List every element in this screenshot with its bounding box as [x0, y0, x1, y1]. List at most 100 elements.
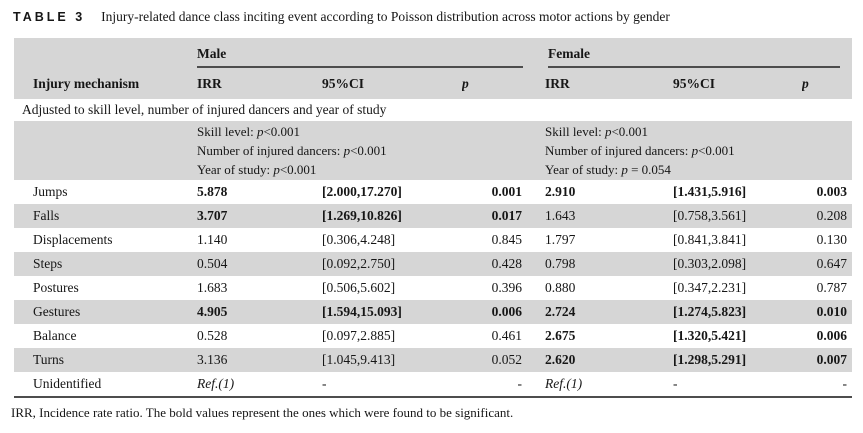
- cell-female-irr: 2.620: [538, 348, 673, 372]
- female-group-label: Female: [548, 46, 590, 61]
- cell-male-p: 0.396: [491, 280, 522, 295]
- col-header-female-ci: 95%CI: [673, 68, 802, 99]
- cell-female-ci: [0.758,3.561]: [673, 204, 802, 228]
- table-row: Balance 0.528 [0.097,2.885] 0.461 2.675 …: [14, 324, 852, 348]
- cell-female-irr: 2.675: [545, 328, 576, 343]
- cell-male-ci: [1.045,9.413]: [322, 348, 462, 372]
- cell-female-p: 0.130: [816, 232, 847, 247]
- female-group-rule: Female: [548, 46, 840, 68]
- group-header-female: Female: [538, 38, 852, 68]
- adj-text: Number of injured dancers:: [545, 143, 692, 158]
- column-header-row: Injury mechanism IRR 95%CI p IRR 95%CI p: [14, 68, 852, 99]
- cell-female-irr: 0.798: [538, 252, 673, 276]
- cell-male-p: 0.845: [491, 232, 522, 247]
- cell-male-irr: 3.136: [197, 348, 322, 372]
- cell-female-ci: [1.320,5.421]: [673, 328, 747, 343]
- cell-female-ci: -: [673, 372, 802, 398]
- adjustment-line: Skill level: p<0.001: [197, 122, 538, 141]
- cell-male-p: 0.052: [462, 348, 538, 372]
- table-row: Unidentified Ref.(1) - - Ref.(1) - -: [14, 372, 852, 398]
- cell-female-irr: 1.797: [545, 232, 576, 247]
- p-symbol: p: [604, 124, 612, 139]
- cell-mechanism: Postures: [33, 280, 79, 295]
- table-number: TABLE 3: [13, 10, 86, 24]
- cell-male-p: 0.017: [462, 204, 538, 228]
- cell-male-irr: 0.504: [197, 252, 322, 276]
- cell-female-p: 0.006: [816, 328, 847, 343]
- col-header-female-irr: IRR: [538, 68, 673, 99]
- male-group-rule: Male: [197, 46, 523, 68]
- adj-text: <0.001: [263, 124, 301, 139]
- cell-male-p: 0.006: [462, 300, 538, 324]
- table-row: Jumps 5.878 [2.000,17.270] 0.001 2.910 […: [14, 180, 852, 204]
- cell-male-irr: 1.140: [197, 232, 228, 247]
- cell-male-ci: [0.506,5.602]: [322, 280, 396, 295]
- p-symbol: p: [273, 162, 280, 177]
- cell-mechanism: Turns: [14, 348, 197, 372]
- cell-female-irr: 0.880: [545, 280, 576, 295]
- cell-mechanism: Jumps: [33, 184, 68, 199]
- cell-male-p: 0.461: [491, 328, 522, 343]
- adjusted-note-row: Adjusted to skill level, number of injur…: [14, 99, 852, 121]
- table-footnote: IRR, Incidence rate ratio. The bold valu…: [11, 405, 514, 420]
- cell-mechanism: Unidentified: [14, 372, 197, 398]
- col-header-mechanism: Injury mechanism: [14, 68, 197, 99]
- cell-female-ci: [1.298,5.291]: [673, 348, 802, 372]
- cell-male-ci: [1.594,15.093]: [322, 300, 462, 324]
- adj-text: = 0.054: [627, 162, 671, 177]
- adjustment-line: Number of injured dancers: p<0.001: [197, 141, 538, 160]
- female-adjustments: Skill level: p<0.001 Number of injured d…: [538, 121, 852, 180]
- cell-male-irr: Ref.(1): [197, 372, 322, 398]
- table-row: Falls 3.707 [1.269,10.826] 0.017 1.643 […: [14, 204, 852, 228]
- adjustment-line: Skill level: p<0.001: [545, 122, 852, 141]
- adj-text: Skill level:: [545, 124, 605, 139]
- cell-male-p: 0.001: [491, 184, 522, 199]
- p-symbol: p: [256, 124, 264, 139]
- male-group-label: Male: [197, 46, 227, 61]
- cell-male-ci: [0.097,2.885]: [322, 328, 396, 343]
- table-caption: TABLE 3 Injury-related dance class inciti…: [13, 9, 670, 25]
- cell-male-irr: 5.878: [197, 184, 228, 199]
- cell-mechanism: Gestures: [14, 300, 197, 324]
- cell-male-ci: -: [322, 372, 462, 398]
- adj-text: Skill level:: [197, 124, 257, 139]
- table-row: Postures 1.683 [0.506,5.602] 0.396 0.880…: [14, 276, 852, 300]
- cell-male-p: -: [462, 372, 538, 398]
- cell-female-p: 0.787: [816, 280, 847, 295]
- cell-male-irr: 4.905: [197, 300, 322, 324]
- cell-female-ci: [0.841,3.841]: [673, 232, 747, 247]
- cell-female-p: 0.003: [816, 184, 847, 199]
- adj-text: Year of study:: [197, 162, 274, 177]
- table-row: Steps 0.504 [0.092,2.750] 0.428 0.798 [0…: [14, 252, 852, 276]
- col-header-male-ci: 95%CI: [322, 68, 462, 99]
- cell-male-irr: 0.528: [197, 328, 228, 343]
- cell-male-irr: 1.683: [197, 280, 228, 295]
- cell-male-ci: [0.306,4.248]: [322, 232, 396, 247]
- cell-female-p: 0.208: [802, 204, 852, 228]
- adjustment-line: Year of study: p = 0.054: [545, 160, 852, 179]
- cell-female-ci: [1.431,5.916]: [673, 184, 747, 199]
- table-row: Turns 3.136 [1.045,9.413] 0.052 2.620 [1…: [14, 348, 852, 372]
- p-symbol: p: [621, 162, 628, 177]
- cell-female-p: 0.647: [802, 252, 852, 276]
- adjustment-row: Skill level: p<0.001 Number of injured d…: [14, 121, 852, 180]
- cell-male-ci: [0.092,2.750]: [322, 252, 462, 276]
- table-title-text: Injury-related dance class inciting even…: [101, 9, 670, 24]
- adj-text: <0.001: [350, 143, 387, 158]
- cell-female-p: 0.010: [802, 300, 852, 324]
- cell-female-irr: 2.910: [545, 184, 576, 199]
- table-row: Gestures 4.905 [1.594,15.093] 0.006 2.72…: [14, 300, 852, 324]
- cell-female-ci: [0.347,2.231]: [673, 280, 747, 295]
- adj-text: <0.001: [698, 143, 735, 158]
- adj-text: Number of injured dancers:: [197, 143, 344, 158]
- male-adjustments: Skill level: p<0.001 Number of injured d…: [197, 121, 538, 180]
- table-row: Displacements 1.140 [0.306,4.248] 0.845 …: [14, 228, 852, 252]
- cell-female-irr: 2.724: [538, 300, 673, 324]
- cell-male-ci: [1.269,10.826]: [322, 204, 462, 228]
- cell-female-p: 0.007: [802, 348, 852, 372]
- cell-female-irr: 1.643: [538, 204, 673, 228]
- adj-text: <0.001: [611, 124, 649, 139]
- col-header-male-p: p: [462, 68, 538, 99]
- cell-mechanism: Falls: [14, 204, 197, 228]
- cell-male-p: 0.428: [462, 252, 538, 276]
